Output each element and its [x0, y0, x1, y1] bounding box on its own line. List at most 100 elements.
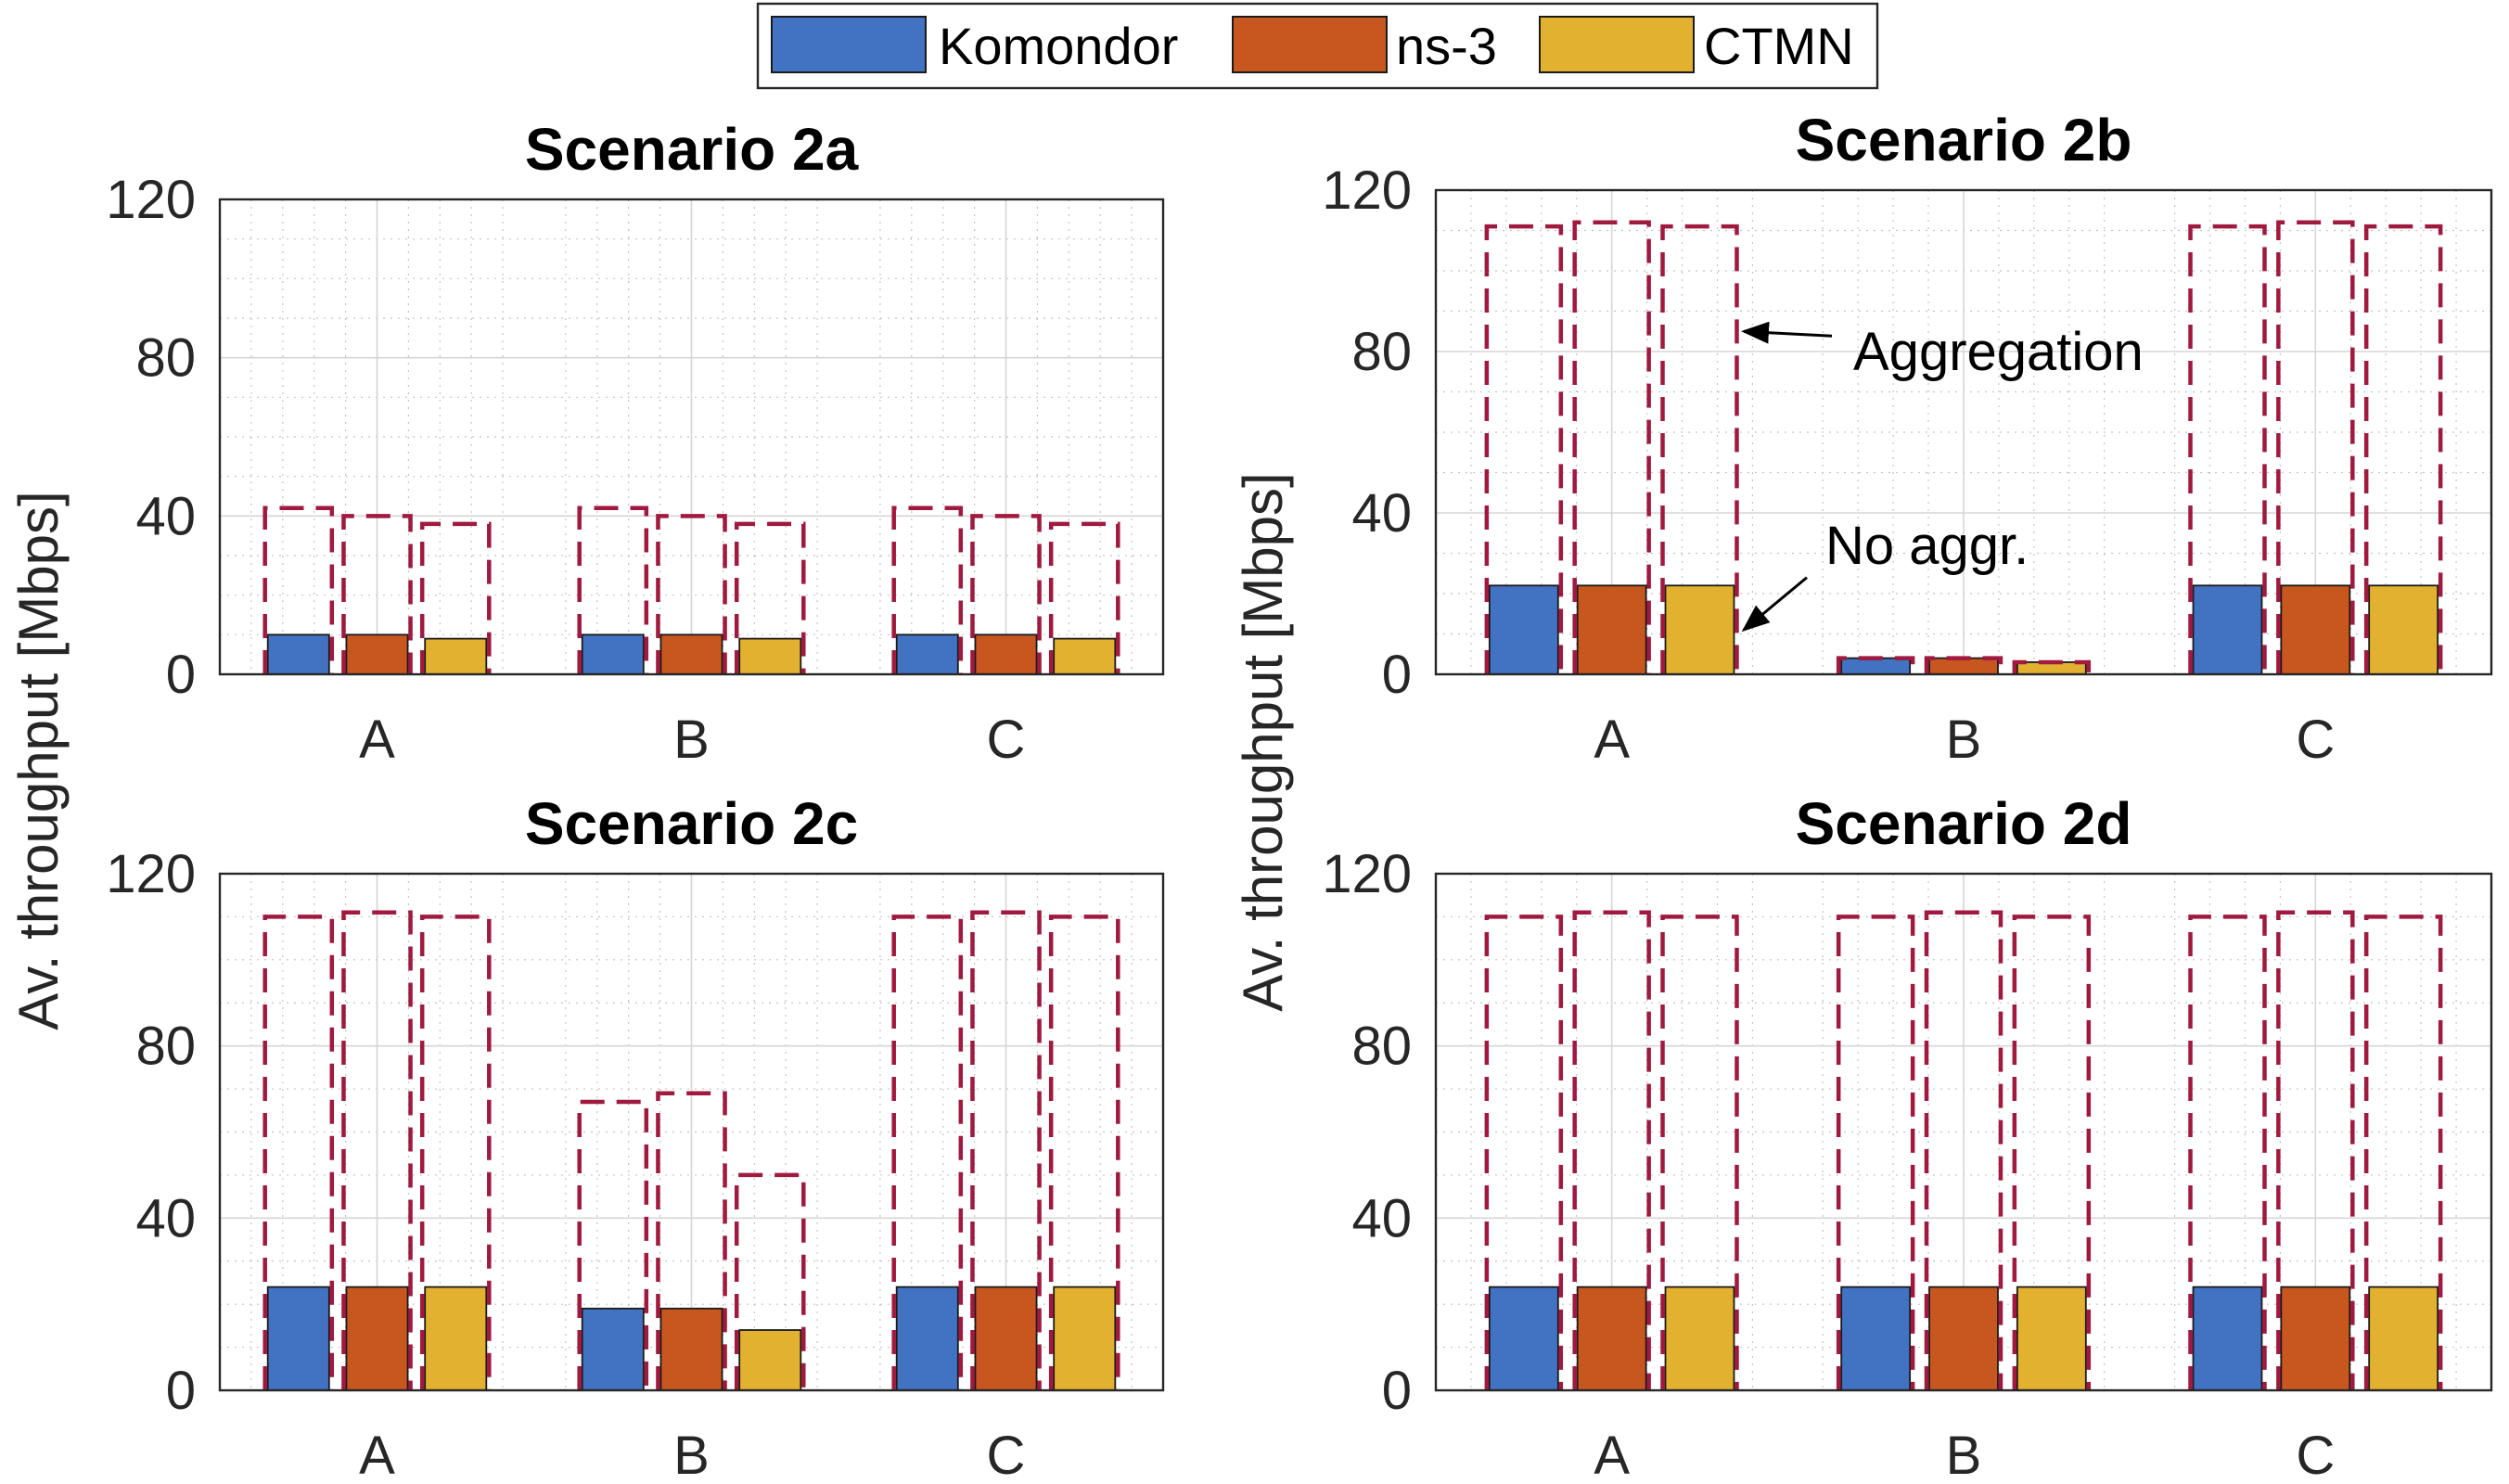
bar-ns-3-a [345, 1286, 409, 1391]
bar-komondor-a [1488, 1286, 1559, 1391]
x-tick-label: A [359, 1426, 395, 1484]
plot-frame [1434, 188, 2493, 676]
annotation-arrow-aggregation [1741, 321, 1833, 344]
bar-ns-3-c [974, 633, 1038, 675]
bar-ctmn-c [1053, 1286, 1117, 1391]
x-tick-label: A [1594, 1426, 1630, 1484]
x-tick-label: B [673, 710, 710, 770]
bar-ctmn-a [424, 637, 488, 675]
annotation-arrow-no-aggr [1741, 576, 1808, 633]
aggregation-outline-komondor-c [891, 505, 964, 674]
y-tick-label: 120 [1322, 160, 1412, 221]
aggregation-outline-ns-3-c [970, 514, 1042, 674]
annotations: Aggregation No aggr. [1741, 321, 2144, 633]
x-tick-label: B [673, 1426, 710, 1484]
y-tick-label: 120 [106, 844, 196, 904]
aggregation-outline-komondor-c [891, 915, 964, 1390]
legend-swatch-komondor [771, 16, 927, 73]
aggregation-outline-ctmn-a [1660, 224, 1739, 674]
y-tick-label: 40 [1351, 1188, 1412, 1248]
bar-ctmn-a [1664, 1286, 1735, 1391]
aggregation-outline-ns-3-a [341, 514, 413, 674]
aggregation-outline-ctmn-b [2012, 915, 2092, 1390]
y-tick-label: 0 [1382, 645, 1412, 705]
bar-ns-3-a [1576, 584, 1647, 675]
bar-komondor-a [266, 1286, 330, 1391]
panel-4: 0 40 80 120 A B C Scenario 2d [1322, 790, 2493, 1484]
aggregation-outline-komondor-a [262, 505, 335, 674]
bar-ns-3-b [1928, 1286, 1999, 1391]
legend-swatch-ctmn [1539, 16, 1695, 73]
bar-ctmn-a [424, 1286, 488, 1391]
panel-1: 0 40 80 120 A B C Scenario 2a [106, 116, 1165, 770]
y-tick-label: 0 [166, 645, 196, 705]
x-tick-label: C [987, 1426, 1026, 1484]
aggregation-outline-ns-3-a [341, 910, 413, 1390]
aggregation-outline-ns-3-b [656, 514, 727, 674]
bar-komondor-b [581, 1307, 645, 1391]
x-tick-label: C [2296, 1426, 2335, 1484]
aggregation-outline-ctmn-a [1660, 915, 1739, 1390]
bar-ns-3-c [2280, 1286, 2351, 1391]
x-tick-label: C [987, 710, 1026, 770]
bar-ctmn-b [738, 637, 802, 675]
legend-swatch-ns-3 [1232, 16, 1388, 73]
bar-ns-3-c [2280, 584, 2351, 675]
y-tick-label: 0 [1382, 1361, 1412, 1421]
aggregation-outline-komondor-b [577, 505, 649, 674]
y-tick-label: 0 [166, 1361, 196, 1421]
plot-frame [218, 198, 1165, 676]
panel-title: Scenario 2d [1796, 790, 2132, 857]
x-tick-label: C [2296, 710, 2335, 770]
y-tick-label: 40 [135, 486, 196, 546]
aggregation-outline-komondor-a [262, 915, 335, 1390]
y-axis-label-left: Av. throughput [Mbps] [7, 491, 70, 1030]
bar-ctmn-c [2368, 584, 2439, 675]
bar-ctmn-c [1053, 637, 1117, 675]
bar-komondor-a [266, 633, 330, 675]
bar-ctmn-c [2368, 1286, 2439, 1391]
aggregation-outline-ns-3-a [1572, 220, 1651, 674]
aggregation-outline-ctmn-a [419, 915, 492, 1390]
bar-ns-3-a [345, 633, 409, 675]
panel-title: Scenario 2a [525, 116, 859, 183]
bar-komondor-c [895, 1286, 959, 1391]
bar-komondor-b [1840, 657, 1912, 675]
plot-frame [1434, 872, 2493, 1392]
bar-komondor-a [1488, 584, 1559, 675]
aggregation-outline-komondor-c [2188, 224, 2267, 674]
bar-komondor-c [2192, 584, 2263, 675]
x-tick-label: B [1946, 1426, 1982, 1484]
y-axis-label-right: Av. throughput [Mbps] [1232, 472, 1294, 1011]
plot-frame [218, 872, 1165, 1392]
bar-ns-3-a [1576, 1286, 1647, 1391]
aggregation-outline-ctmn-a [419, 521, 492, 674]
annotation-aggregation: Aggregation [1853, 322, 2144, 382]
legend: Komondor ns-3 CTMN [756, 2, 1879, 90]
annotation-no-aggr: No aggr. [1825, 516, 2029, 576]
bar-ns-3-c [974, 1286, 1038, 1391]
y-tick-label: 80 [135, 1017, 196, 1077]
y-tick-label: 80 [1351, 1017, 1412, 1077]
panel-title: Scenario 2b [1796, 107, 2132, 173]
bar-komondor-b [1840, 1286, 1912, 1391]
panel-2: 0 40 80 120 A B C Scenario 2b [1322, 107, 2493, 770]
aggregation-outline-komondor-a [1484, 224, 1564, 674]
aggregation-outline-ns-3-a [1572, 910, 1651, 1390]
aggregation-outline-ns-3-c [2276, 220, 2355, 674]
aggregation-outline-ns-3-b [656, 1091, 727, 1390]
panel-3: 0 40 80 120 A B C Scenario 2c [106, 790, 1165, 1484]
bar-komondor-b [581, 633, 645, 675]
aggregation-outline-ns-3-b [1924, 910, 2003, 1390]
y-tick-label: 80 [1351, 322, 1412, 382]
bar-ctmn-b [2016, 1286, 2087, 1391]
legend-label-ctmn: CTMN [1704, 17, 1854, 75]
aggregation-outline-komondor-c [2188, 915, 2267, 1390]
y-tick-label: 120 [106, 170, 196, 230]
aggregation-outline-ctmn-b [734, 521, 806, 674]
aggregation-outline-ns-3-c [2276, 910, 2355, 1390]
aggregation-outline-komondor-b [1836, 656, 1915, 674]
bar-komondor-c [2192, 1286, 2263, 1391]
aggregation-outline-ns-3-c [970, 910, 1042, 1390]
